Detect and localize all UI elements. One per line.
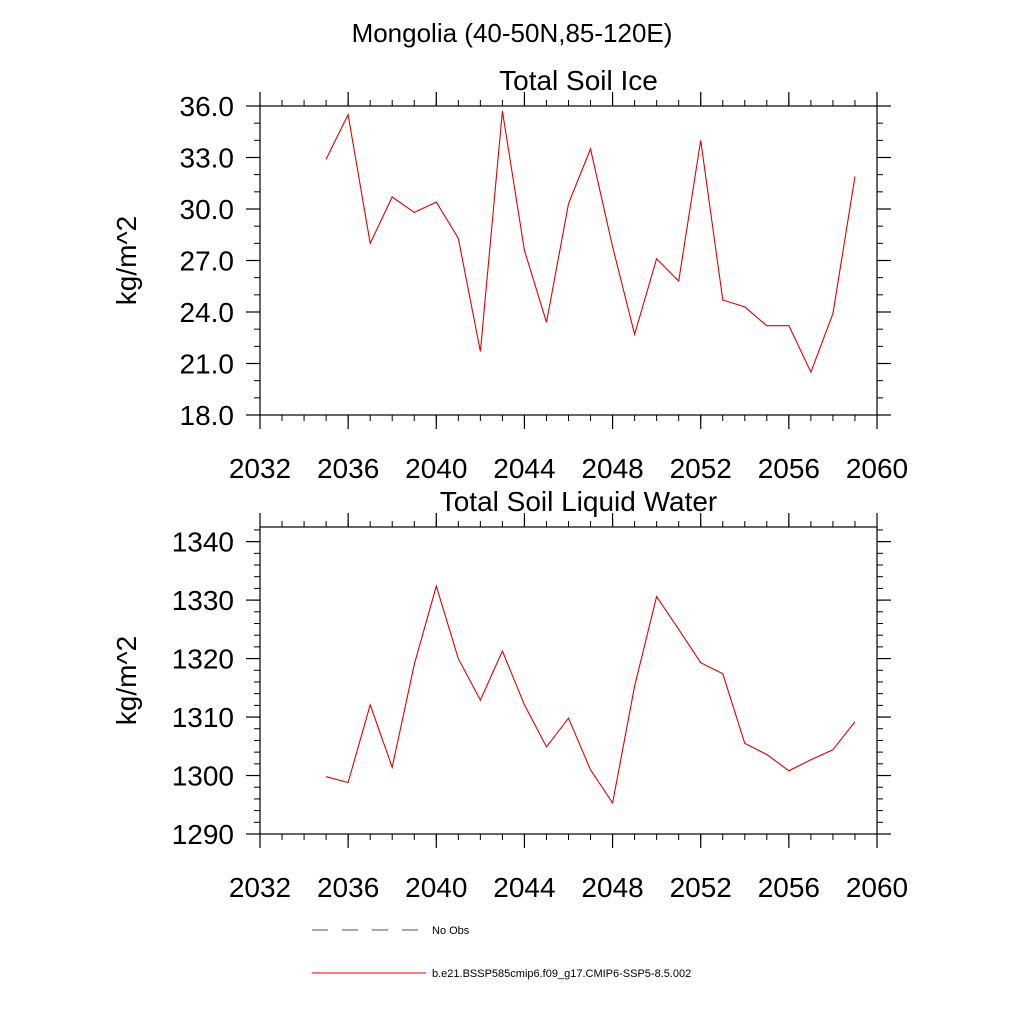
x-tick-label: 2060 bbox=[846, 872, 908, 903]
y-tick-label: 1330 bbox=[172, 585, 234, 616]
x-tick-label: 2060 bbox=[846, 453, 908, 484]
y-tick-label: 1300 bbox=[172, 761, 234, 792]
y-tick-label: 24.0 bbox=[180, 297, 235, 328]
legend: No Obs b.e21.BSSP585cmip6.f09_g17.CMIP6-… bbox=[312, 925, 691, 980]
x-tick-label: 2032 bbox=[229, 453, 291, 484]
y-tick-label: 30.0 bbox=[180, 194, 235, 225]
legend-label-no-obs: No Obs bbox=[432, 925, 470, 937]
x-tick-label: 2056 bbox=[758, 872, 820, 903]
y-tick-label: 18.0 bbox=[180, 400, 235, 431]
x-tick-label: 2040 bbox=[405, 453, 467, 484]
figure-title: Mongolia (40-50N,85-120E) bbox=[352, 18, 673, 48]
x-tick-label: 2048 bbox=[581, 872, 643, 903]
y-axis-label: kg/m^2 bbox=[111, 636, 142, 725]
chart-title: Total Soil Liquid Water bbox=[440, 486, 718, 517]
x-tick-label: 2052 bbox=[670, 872, 732, 903]
y-tick-label: 1290 bbox=[172, 819, 234, 850]
x-tick-label: 2056 bbox=[758, 453, 820, 484]
series-line bbox=[325, 111, 856, 374]
y-tick-label: 27.0 bbox=[180, 246, 235, 277]
chart-title: Total Soil Ice bbox=[499, 65, 658, 96]
x-tick-label: 2036 bbox=[317, 453, 379, 484]
y-tick-label: 1310 bbox=[172, 702, 234, 733]
y-tick-label: 33.0 bbox=[180, 143, 235, 174]
y-tick-label: 1340 bbox=[172, 527, 234, 558]
plot-frame bbox=[259, 526, 878, 835]
y-tick-label: 1320 bbox=[172, 644, 234, 675]
x-tick-label: 2048 bbox=[581, 453, 643, 484]
x-tick-label: 2052 bbox=[670, 453, 732, 484]
plot-frame bbox=[259, 105, 878, 416]
y-axis-label: kg/m^2 bbox=[111, 216, 142, 305]
y-tick-label: 21.0 bbox=[180, 349, 235, 380]
chart-total-soil-liquid-water: Total Soil Liquid Water kg/m^2 2032 2036 204… bbox=[111, 486, 908, 903]
series-line bbox=[325, 584, 856, 805]
x-tick-label: 2040 bbox=[405, 872, 467, 903]
legend-label-model: b.e21.BSSP585cmip6.f09_g17.CMIP6-SSP5-8.… bbox=[432, 968, 691, 980]
y-tick-label: 36.0 bbox=[180, 91, 235, 122]
x-tick-label: 2044 bbox=[493, 872, 555, 903]
chart-total-soil-ice: Total Soil Ice kg/m^2 2032 2036 2040 2044 2048… bbox=[111, 65, 908, 484]
x-tick-label: 2036 bbox=[317, 872, 379, 903]
x-tick-label: 2032 bbox=[229, 872, 291, 903]
x-tick-label: 2044 bbox=[493, 453, 555, 484]
